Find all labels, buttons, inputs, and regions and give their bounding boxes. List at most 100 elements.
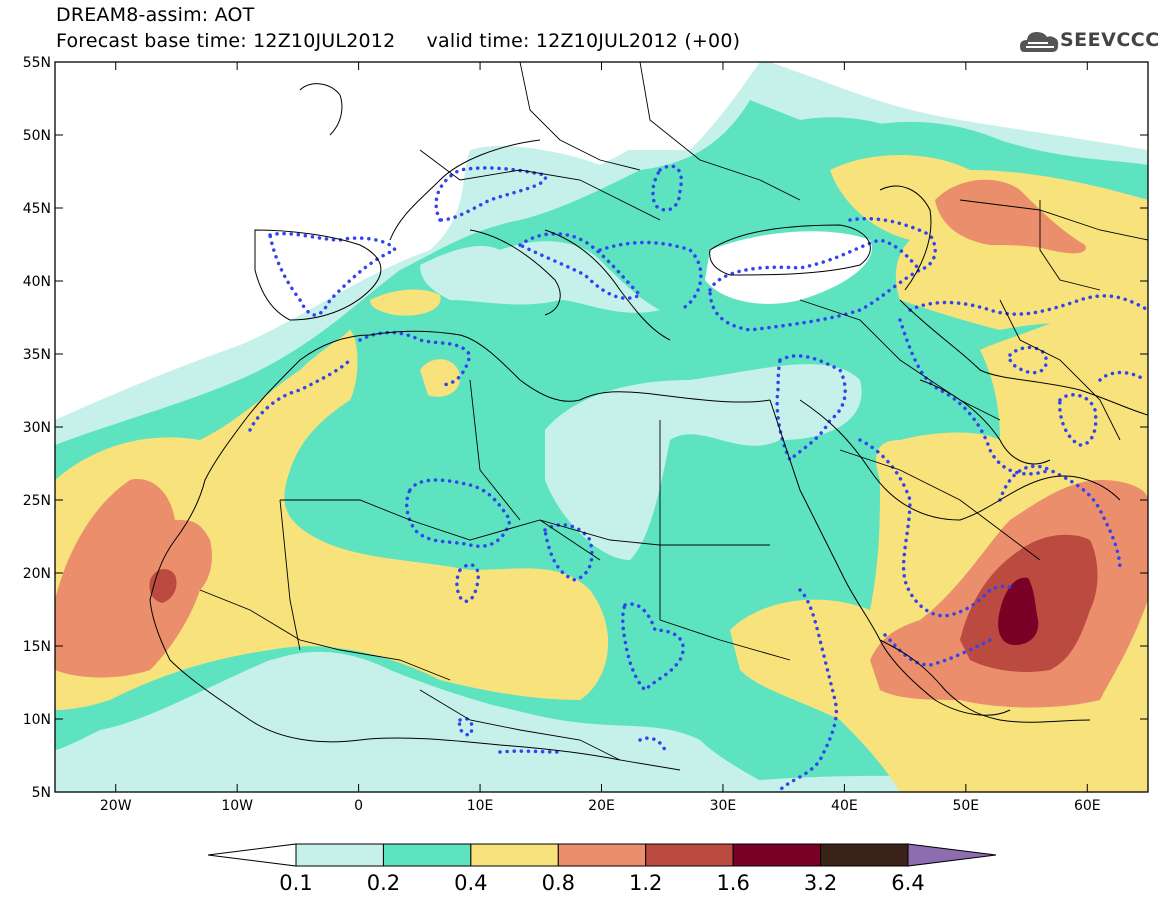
aot-field-0.1-europe (55, 62, 760, 395)
lat-label: 10N (23, 712, 51, 728)
colorbar-swatch (645, 843, 734, 867)
forecast-time-line: Forecast base time: 12Z10JUL2012 valid t… (56, 30, 741, 52)
lon-label: 40E (831, 798, 858, 814)
colorbar-swatch (470, 843, 559, 867)
contour-cam (638, 736, 667, 752)
contour-gulf2 (898, 318, 1052, 476)
border-eu3 (639, 62, 801, 201)
cloud-icon (1020, 32, 1059, 52)
contour-sahara1 (404, 478, 512, 548)
border-ca2 (1039, 200, 1101, 291)
colorbar-label: 0.1 (279, 871, 312, 895)
lon-label: 20W (100, 798, 132, 814)
lon-label: 30E (710, 798, 737, 814)
lat-label: 25N (23, 493, 51, 509)
border-iran (999, 299, 1121, 441)
colorbar-swatch (820, 843, 909, 867)
colorbar-label: 1.6 (716, 871, 749, 895)
border-wa (199, 589, 451, 681)
border-ca (959, 199, 1148, 241)
border-eu2 (519, 62, 641, 171)
coast-africa-north (244, 330, 771, 421)
coast-balkan (544, 229, 671, 341)
coast-uk (299, 83, 343, 136)
coast-france (389, 139, 541, 241)
lon-label: 50E (952, 798, 979, 814)
border-eu1 (419, 149, 661, 221)
lon-label: 20E (588, 798, 615, 814)
contour-egypt (775, 354, 847, 463)
colorbar: 0.1 0.2 0.4 0.8 1.2 1.6 3.2 6.4 (207, 843, 997, 895)
border-saudi (839, 449, 1041, 561)
axis-ticks: 55N 50N 45N 40N 35N 30N 25N 20N 15N 10N 5N 20W 10W 0 1… (23, 55, 1148, 814)
aot-field-0.4-spain (370, 289, 441, 316)
coast-gulf (919, 379, 1051, 465)
colorbar-swatch (732, 843, 822, 867)
coast-horn (879, 639, 1091, 723)
contour-sahel (498, 749, 562, 754)
border-libya (469, 379, 521, 521)
lat-label: 30N (23, 420, 51, 436)
aot-fields (55, 62, 1148, 792)
lat-label: 15N (23, 639, 51, 655)
contour-gulf (1058, 393, 1098, 447)
coast-iberia (254, 229, 382, 321)
contour-iran2 (1007, 345, 1048, 375)
colorbar-label: 6.4 (891, 871, 924, 895)
map-title: DREAM8-assim: AOT (56, 4, 255, 26)
lat-label: 55N (23, 55, 51, 71)
border-sudan (659, 619, 791, 661)
lat-label: 45N (23, 201, 51, 217)
borders (199, 62, 1148, 771)
contour-pak (1098, 370, 1147, 382)
colorbar-swatch (382, 843, 472, 867)
border-chad (539, 519, 661, 620)
border-me (799, 299, 1001, 421)
lon-label: 10E (467, 798, 494, 814)
aot-field-0.1-libya (545, 364, 862, 560)
aot-field-0.1-caspian (770, 62, 1148, 150)
colorbar-swatch (295, 843, 384, 867)
contour-balkans (598, 240, 703, 312)
contour-sudan (621, 602, 685, 693)
coast-caspian (879, 185, 932, 291)
aot-field-0.8-west (55, 479, 212, 678)
contour-iran (908, 294, 1148, 316)
logo-text: SEEVCCC (1060, 29, 1160, 51)
coast-persia (899, 299, 1148, 416)
colorbar-label: 3.2 (804, 871, 837, 895)
colorbar-label: 0.2 (367, 871, 400, 895)
lat-label: 35N (23, 347, 51, 363)
colorbar-label: 0.8 (542, 871, 575, 895)
aot-field-0.1-med (420, 241, 660, 313)
lon-label: 10W (221, 798, 253, 814)
border-sahara1 (280, 499, 601, 561)
lat-label: 20N (23, 566, 51, 582)
lon-label: 60E (1074, 798, 1101, 814)
aot-field-0.4-algeria (420, 359, 461, 397)
aot-field-0.8-caspian (935, 179, 1086, 254)
contour-sahara2 (455, 563, 480, 603)
coast-blacksea (709, 224, 871, 276)
colorbar-arrow-low (207, 843, 297, 867)
contour-turkey (708, 238, 923, 332)
colorbar-label: 1.2 (629, 871, 662, 895)
border-ni (419, 689, 681, 771)
lat-label: 5N (32, 785, 51, 801)
contour-arabia (858, 438, 1017, 618)
coast-arabia (799, 399, 1121, 521)
lat-label: 50N (23, 128, 51, 144)
colorbar-swatch (557, 843, 647, 867)
coastlines (149, 83, 1148, 761)
contour-oman (998, 464, 1122, 572)
contour-spain (267, 231, 398, 317)
aot-field-1.6-arabia (998, 577, 1039, 645)
colorbar-arrow-high (907, 843, 997, 867)
colorbar-label: 0.4 (454, 871, 487, 895)
lon-label: 0 (354, 798, 363, 814)
contour-arabia2 (883, 633, 992, 667)
border-sahara2 (279, 499, 301, 651)
contour-ukraine (651, 164, 683, 212)
coast-redsea (769, 399, 1011, 716)
